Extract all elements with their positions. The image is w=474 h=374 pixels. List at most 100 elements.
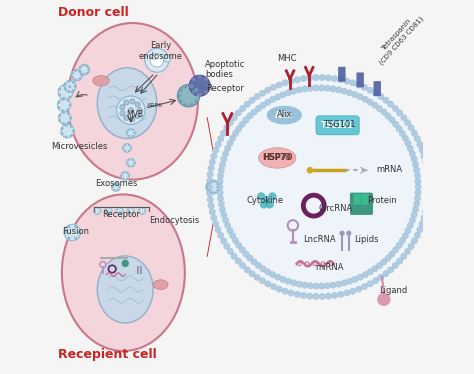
Text: LncRNA: LncRNA <box>303 235 336 245</box>
Circle shape <box>417 141 423 147</box>
Circle shape <box>122 172 125 174</box>
Circle shape <box>78 231 81 234</box>
Circle shape <box>344 78 350 84</box>
Circle shape <box>288 78 294 84</box>
Circle shape <box>79 64 90 75</box>
Circle shape <box>194 88 198 92</box>
Circle shape <box>367 87 373 93</box>
Circle shape <box>254 274 260 280</box>
Circle shape <box>93 207 101 215</box>
Text: Exosomes: Exosomes <box>95 179 137 188</box>
Text: Receptor: Receptor <box>102 211 140 220</box>
Circle shape <box>401 114 407 121</box>
Circle shape <box>227 140 233 147</box>
Circle shape <box>133 162 135 164</box>
Circle shape <box>213 221 219 227</box>
Circle shape <box>74 79 77 82</box>
Circle shape <box>337 76 344 83</box>
Ellipse shape <box>67 23 198 180</box>
Circle shape <box>405 227 411 234</box>
Circle shape <box>336 87 342 93</box>
Circle shape <box>313 85 319 91</box>
Circle shape <box>198 75 201 79</box>
Text: HSP70: HSP70 <box>262 153 292 162</box>
Circle shape <box>150 53 164 67</box>
Circle shape <box>424 165 430 172</box>
Circle shape <box>99 210 100 212</box>
Circle shape <box>385 113 391 119</box>
Circle shape <box>217 178 223 184</box>
Text: miRNA: miRNA <box>315 263 344 272</box>
Circle shape <box>362 96 368 102</box>
Circle shape <box>218 201 225 207</box>
Circle shape <box>411 130 418 136</box>
Circle shape <box>257 192 265 200</box>
Circle shape <box>207 75 431 299</box>
Circle shape <box>117 189 118 191</box>
Circle shape <box>216 183 219 185</box>
Circle shape <box>64 87 67 90</box>
Circle shape <box>124 144 127 146</box>
Circle shape <box>127 132 128 134</box>
Ellipse shape <box>97 256 153 323</box>
Circle shape <box>190 103 193 107</box>
Circle shape <box>206 180 219 194</box>
Circle shape <box>135 113 140 119</box>
Circle shape <box>231 114 237 121</box>
Circle shape <box>133 210 134 212</box>
Circle shape <box>421 153 427 159</box>
Circle shape <box>361 84 368 91</box>
Circle shape <box>274 94 281 100</box>
Circle shape <box>58 94 61 96</box>
Circle shape <box>412 206 419 212</box>
Circle shape <box>74 237 77 240</box>
Circle shape <box>72 81 75 84</box>
Circle shape <box>207 183 210 185</box>
Circle shape <box>109 212 110 214</box>
Circle shape <box>67 112 70 115</box>
Circle shape <box>319 283 325 289</box>
Circle shape <box>177 94 181 98</box>
Circle shape <box>397 110 403 116</box>
Circle shape <box>68 96 71 99</box>
Circle shape <box>414 195 420 202</box>
Circle shape <box>422 159 429 165</box>
Text: Receptor: Receptor <box>206 84 244 93</box>
Circle shape <box>251 259 257 265</box>
Circle shape <box>372 102 378 108</box>
Circle shape <box>78 70 81 73</box>
Circle shape <box>71 70 82 81</box>
Circle shape <box>58 85 73 99</box>
Circle shape <box>239 263 246 269</box>
Circle shape <box>392 121 399 128</box>
FancyBboxPatch shape <box>350 193 373 215</box>
Circle shape <box>97 212 99 214</box>
Circle shape <box>216 189 219 191</box>
Circle shape <box>239 121 246 128</box>
Circle shape <box>69 104 72 107</box>
Circle shape <box>64 83 67 86</box>
Circle shape <box>404 119 411 126</box>
Circle shape <box>408 243 414 249</box>
Circle shape <box>127 129 135 137</box>
Circle shape <box>189 84 192 88</box>
Text: Early
endosome: Early endosome <box>138 41 182 61</box>
Circle shape <box>319 74 325 81</box>
Circle shape <box>222 150 229 157</box>
Text: Endocytosis: Endocytosis <box>149 216 200 225</box>
Circle shape <box>377 293 391 306</box>
Circle shape <box>122 178 125 180</box>
Circle shape <box>352 92 358 98</box>
Circle shape <box>404 248 411 255</box>
Circle shape <box>207 190 213 196</box>
Circle shape <box>94 209 96 210</box>
Circle shape <box>131 165 134 167</box>
Circle shape <box>280 92 286 98</box>
Circle shape <box>249 97 255 104</box>
Circle shape <box>220 130 227 136</box>
Circle shape <box>63 97 65 100</box>
Circle shape <box>244 267 250 273</box>
Circle shape <box>130 99 135 104</box>
Circle shape <box>177 85 200 107</box>
Circle shape <box>225 223 231 229</box>
